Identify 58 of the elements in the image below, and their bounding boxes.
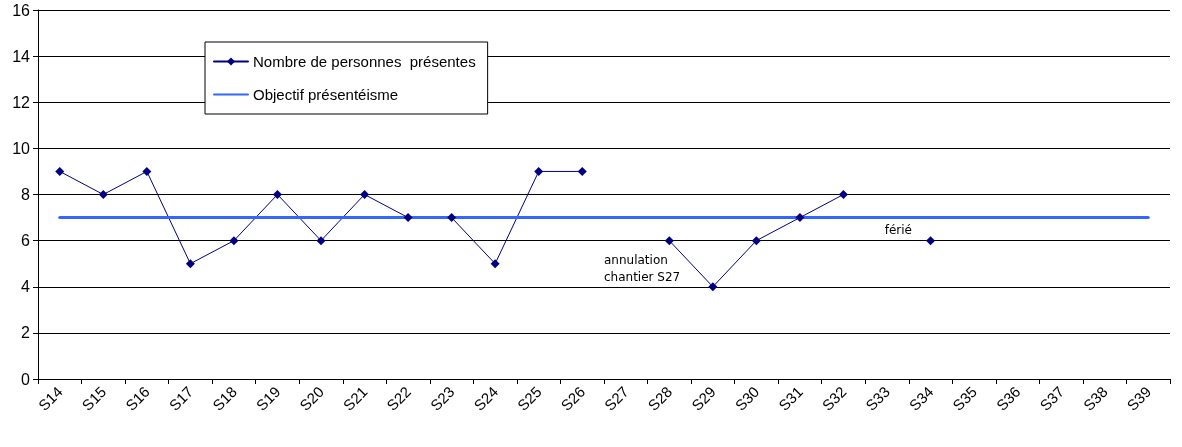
point	[534, 166, 544, 176]
annotation: annulation chantier S27	[604, 253, 681, 285]
point	[272, 190, 282, 199]
y-tick-label: 2	[21, 324, 31, 342]
x-tick-label: S35	[949, 382, 981, 414]
x-tick-label: S24	[470, 382, 502, 414]
x-tick-label: S31	[775, 382, 806, 414]
point	[664, 236, 674, 246]
x-tick-label: S15	[78, 382, 110, 414]
x-tick-label: S29	[687, 382, 719, 414]
x-tick-label: S17	[165, 382, 197, 414]
point	[360, 190, 370, 199]
x-tick-label: S39	[1123, 382, 1155, 414]
y-tick-label: 14	[12, 47, 31, 65]
legend-label: Objectif présentéisme	[253, 86, 399, 103]
point	[185, 259, 195, 269]
x-tick-label: S27	[600, 382, 632, 414]
x-tick-label: S34	[905, 382, 937, 414]
y-tick-label: 0	[21, 370, 31, 388]
y-tick-label: 10	[12, 139, 31, 157]
x-tick-label: S21	[339, 382, 371, 414]
annotation: férié	[884, 222, 912, 237]
x-tick-label: S14	[34, 382, 66, 414]
point	[55, 166, 65, 176]
point	[795, 213, 805, 223]
legend-label: Nombre de personnes présentes	[253, 53, 476, 70]
point	[751, 236, 761, 246]
x-tick-label: S36	[992, 382, 1024, 414]
x-tick-label: S38	[1079, 382, 1111, 414]
point	[926, 236, 936, 246]
point	[229, 236, 239, 246]
point	[708, 282, 718, 292]
y-tick-label: 8	[21, 186, 31, 203]
x-tick-label: S22	[383, 382, 415, 414]
x-tick-label: S37	[1036, 382, 1068, 414]
point	[403, 213, 413, 223]
x-tick-label: S28	[644, 382, 676, 414]
y-tick-label: 4	[21, 278, 31, 296]
point	[447, 213, 457, 223]
point	[98, 190, 108, 199]
x-tick-label: S33	[862, 382, 894, 414]
x-tick-label: S25	[513, 382, 545, 414]
y-tick-label: 6	[21, 232, 31, 250]
x-tick-label: S32	[818, 382, 850, 414]
point	[490, 259, 500, 269]
point	[142, 166, 152, 176]
x-tick-label: S16	[121, 382, 153, 414]
x-tick-label: S30	[731, 382, 763, 414]
point	[577, 166, 587, 176]
x-tick-label: S18	[209, 382, 240, 414]
x-tick-label: S19	[252, 382, 284, 414]
x-tick-label: S20	[296, 382, 328, 414]
y-tick-label: 16	[12, 1, 31, 19]
point	[838, 190, 848, 199]
x-tick-label: S23	[426, 382, 458, 414]
y-tick-label: 12	[12, 93, 31, 111]
x-tick-label: S26	[557, 382, 589, 414]
point	[316, 236, 326, 246]
